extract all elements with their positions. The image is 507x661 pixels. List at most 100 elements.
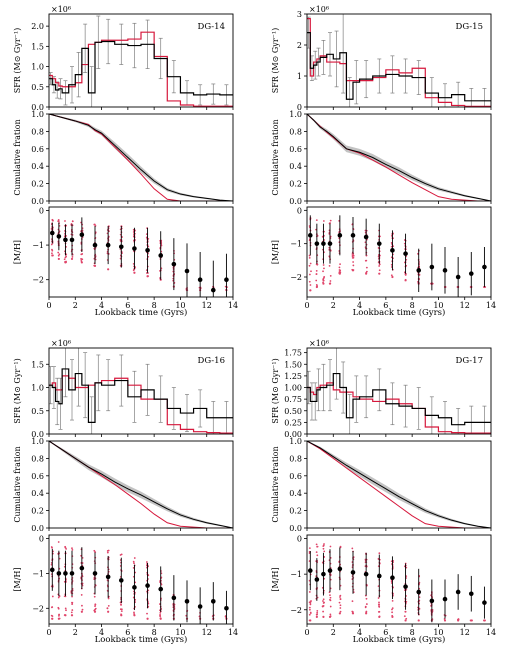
- y-tick-label: 0.0: [31, 430, 44, 439]
- axes-frame: [48, 206, 234, 298]
- axes-frame: [306, 113, 492, 202]
- metallicity-model-point: [321, 605, 324, 608]
- x-tick-label: 10: [433, 628, 443, 637]
- axes-frame: [48, 534, 234, 625]
- metallicity-model-point: [64, 220, 66, 222]
- metallicity-model-point: [64, 607, 67, 610]
- metallicity-model-point: [308, 613, 311, 616]
- axes-frame: [306, 206, 492, 298]
- metallicity-mean-point: [145, 583, 150, 588]
- metallicity-model-point: [316, 263, 319, 266]
- metallicity-model-point: [329, 594, 331, 597]
- metallicity-mean-point: [171, 261, 177, 267]
- metallicity-model-point: [378, 615, 381, 618]
- metallicity-model-point: [146, 612, 148, 615]
- metallicity-mean-point: [327, 568, 333, 573]
- metallicity-model-point: [315, 551, 318, 554]
- y-tick-label: 0.4: [289, 162, 302, 171]
- metallicity-model-point: [106, 607, 109, 610]
- metallicity-model-point: [403, 615, 406, 618]
- metallicity-mean-point: [79, 232, 85, 237]
- metallicity-model-point: [316, 545, 319, 548]
- metallicity-model-point: [51, 218, 54, 221]
- x-tick-label: 12: [202, 301, 212, 310]
- metallicity-model-point: [316, 554, 319, 557]
- y-tick-label: 0.75: [284, 395, 302, 404]
- metallicity-model-point: [365, 597, 368, 600]
- metallicity-model-point: [308, 257, 311, 259]
- metallicity-mean-point: [468, 271, 474, 276]
- metallicity-mean-point: [350, 233, 356, 238]
- metallicity-model-point: [80, 261, 83, 264]
- metallicity-model-point: [351, 610, 354, 613]
- x-tick-label: 14: [228, 628, 238, 637]
- metallicity-model-point: [322, 270, 324, 273]
- x-tick-label: 14: [486, 628, 496, 637]
- metallicity-model-point: [308, 608, 311, 611]
- cumulative-model-line: [307, 441, 491, 528]
- metallicity-model-point: [71, 256, 74, 258]
- y-tick-label: 0.4: [31, 162, 44, 171]
- x-tick-label: 2: [331, 301, 336, 310]
- metallicity-mean-point: [92, 242, 98, 248]
- metallicity-model-point: [329, 274, 332, 277]
- y-tick-label: 0: [297, 535, 302, 544]
- y-tick-label: 0.6: [31, 145, 44, 154]
- metallicity-mean-point: [314, 241, 320, 246]
- cumulative-panel: 0.0 0.2 0.4 0.6 0.8 1.0 Cumulative fration: [271, 110, 492, 206]
- y-tick-label: 0.6: [289, 472, 302, 481]
- sfr-panel-content: [49, 348, 233, 434]
- y-axis-label: SFR (M⊙ Gyr⁻¹): [271, 28, 280, 93]
- metallicity-model-point: [57, 617, 60, 620]
- x-tick-label: 2: [331, 628, 336, 637]
- y-axis-label: Cumulative fration: [271, 446, 280, 522]
- cumulative-panel-content: [307, 441, 491, 528]
- metallicity-model-point: [329, 219, 332, 222]
- x-tick-label: 2: [73, 628, 78, 637]
- metallicity-model-point: [81, 604, 83, 607]
- metallicity-model-point: [315, 219, 318, 222]
- metallicity-model-point: [315, 615, 318, 618]
- metallicity-model-point: [70, 614, 74, 617]
- metallicity-model-point: [51, 595, 54, 598]
- galaxy-label: DG-16: [198, 356, 225, 366]
- y-tick-label: 0.6: [31, 472, 44, 481]
- metallicity-model-point: [470, 619, 473, 622]
- metallicity-model-point: [70, 257, 74, 261]
- axes-frame: [306, 347, 492, 435]
- x-tick-label: 4: [357, 301, 362, 310]
- metallicity-model-point: [107, 604, 110, 607]
- metallicity-mean-point: [105, 574, 111, 580]
- metallicity-model-point: [351, 255, 354, 258]
- y-tick-label: 1.25: [284, 372, 302, 381]
- x-tick-label: 8: [410, 628, 415, 637]
- metallicity-model-point: [51, 546, 54, 549]
- metallicity-model-point: [328, 615, 332, 618]
- metallicity-model-point: [64, 261, 67, 264]
- sfr-observed-line: [307, 372, 491, 426]
- metallicity-panel-content: [307, 215, 487, 297]
- metallicity-model-point: [107, 549, 110, 552]
- metallicity-model-point: [93, 595, 96, 598]
- sfr-multiplier: ×10⁶: [309, 339, 329, 348]
- x-tick-label: 0: [304, 628, 309, 637]
- metallicity-model-point: [80, 594, 83, 596]
- metallicity-model-point: [310, 270, 312, 273]
- y-tick-label: 0.2: [31, 507, 44, 516]
- metallicity-model-point: [351, 612, 355, 615]
- y-tick-label: 1.75: [284, 349, 302, 358]
- metallicity-model-point: [65, 609, 67, 612]
- metallicity-model-point: [50, 614, 53, 617]
- sfr-panel-content: [49, 15, 233, 107]
- metallicity-model-point: [133, 614, 136, 617]
- metallicity-model-point: [316, 610, 319, 612]
- metallicity-mean-point: [455, 589, 461, 595]
- x-tick-label: 0: [46, 301, 51, 310]
- sfr-model-line: [307, 382, 491, 434]
- sfr-multiplier: ×10⁶: [309, 5, 329, 14]
- metallicity-model-point: [71, 547, 73, 550]
- metallicity-model-point: [339, 604, 342, 607]
- x-axis-label: Lookback time (Gyrs): [95, 307, 188, 318]
